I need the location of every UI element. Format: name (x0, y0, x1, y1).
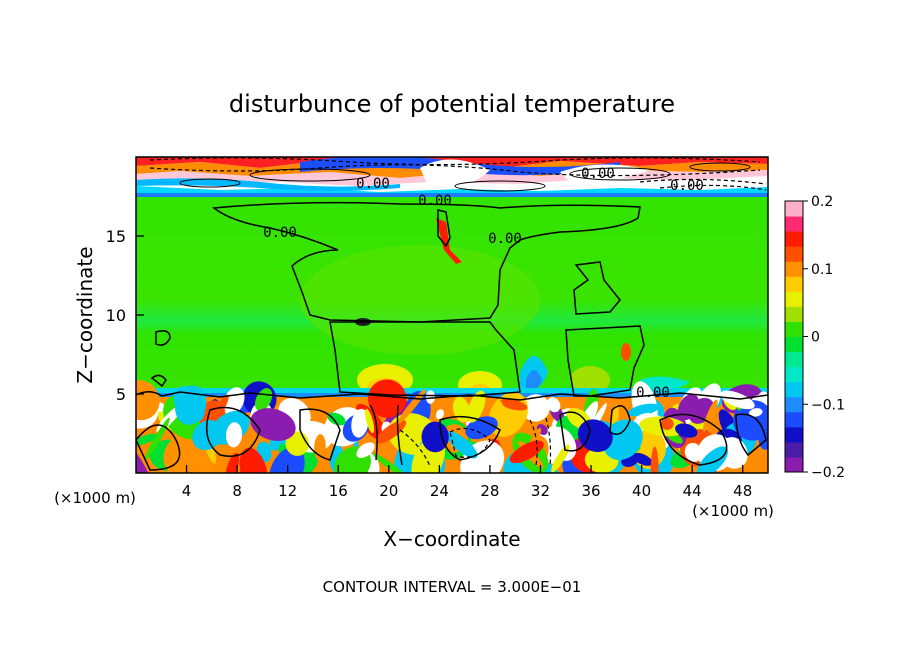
x-tick-label: 16 (329, 482, 348, 500)
contour-label: 0.00 (581, 166, 615, 182)
x-tick-label: 32 (531, 482, 550, 500)
x-axis-label: X−coordinate (383, 527, 520, 551)
y-tick-label: 5 (116, 385, 126, 404)
colorbar-swatch (785, 441, 803, 458)
colorbar-tick-label: −0.1 (811, 397, 845, 413)
contour-interval-footer: CONTOUR INTERVAL = 3.000E−01 (323, 578, 582, 596)
colorbar-swatch (785, 246, 803, 262)
x-axis: 4 8 12 16 20 24 28 32 36 40 44 48 (182, 465, 752, 500)
x-tick-label: 28 (480, 482, 499, 500)
colorbar-tick-label: 0 (811, 330, 820, 346)
x-tick-label: 12 (278, 482, 297, 500)
negative-contours (149, 157, 767, 467)
x-tick-label: 20 (379, 482, 398, 500)
colorbar-swatch (785, 231, 803, 247)
colorbar-swatch (785, 411, 803, 428)
colorbar-swatch (785, 426, 803, 443)
boundary-layer (136, 379, 768, 473)
colorbar-swatch (785, 381, 803, 398)
colorbar-swatch (785, 351, 803, 368)
x-tick-label: 44 (683, 482, 702, 500)
y-axis: 5 10 15 (106, 227, 144, 404)
colorbar-tick-label: 0.2 (811, 194, 833, 210)
x-tick-label: 40 (632, 482, 651, 500)
x-tick-label: 8 (232, 482, 242, 500)
colorbar-swatch (785, 396, 803, 413)
colorbar-swatch (785, 291, 803, 307)
contour-label: 0.00 (670, 178, 704, 194)
colorbar-swatch (785, 201, 803, 217)
contour-label: 0.00 (263, 225, 297, 241)
colorbar-swatch (785, 321, 803, 337)
x-unit-left: (×1000 m) (54, 489, 136, 507)
colorbar-tick-label: −0.2 (811, 465, 845, 481)
x-tick-label: 4 (182, 482, 192, 500)
colorbar-swatch (785, 276, 803, 292)
colorbar-swatch (785, 336, 803, 353)
y-tick-label: 15 (106, 227, 126, 246)
colorbar-swatch (785, 456, 803, 473)
colorbar: 0.2 0.1 0 −0.1 −0.2 (784, 194, 845, 481)
y-tick-label: 10 (106, 306, 126, 325)
contour-label: 0.00 (418, 193, 452, 209)
contour-label: 0.00 (488, 231, 522, 247)
x-tick-label: 48 (733, 482, 752, 500)
colorbar-swatch (785, 306, 803, 322)
y-axis-label: Z−coordinate (73, 246, 97, 383)
upper-contours (179, 162, 751, 192)
plot-area (136, 157, 768, 473)
contour-labels: 0.00 0.00 0.00 0.00 0.00 0.00 0.00 (263, 166, 704, 401)
contour-label: 0.00 (356, 176, 390, 192)
cool-features (136, 356, 768, 397)
x-tick-label: 24 (430, 482, 449, 500)
contour-label: 0.00 (636, 385, 670, 401)
colorbar-swatch (785, 261, 803, 277)
x-tick-label: 36 (581, 482, 600, 500)
contours (136, 201, 768, 471)
colorbar-swatch (785, 216, 803, 232)
colorbar-tick-label: 0.1 (811, 262, 833, 278)
chart-title: disturbunce of potential temperature (229, 90, 675, 118)
x-unit-right: (×1000 m) (692, 502, 774, 520)
colorbar-swatch (785, 366, 803, 383)
